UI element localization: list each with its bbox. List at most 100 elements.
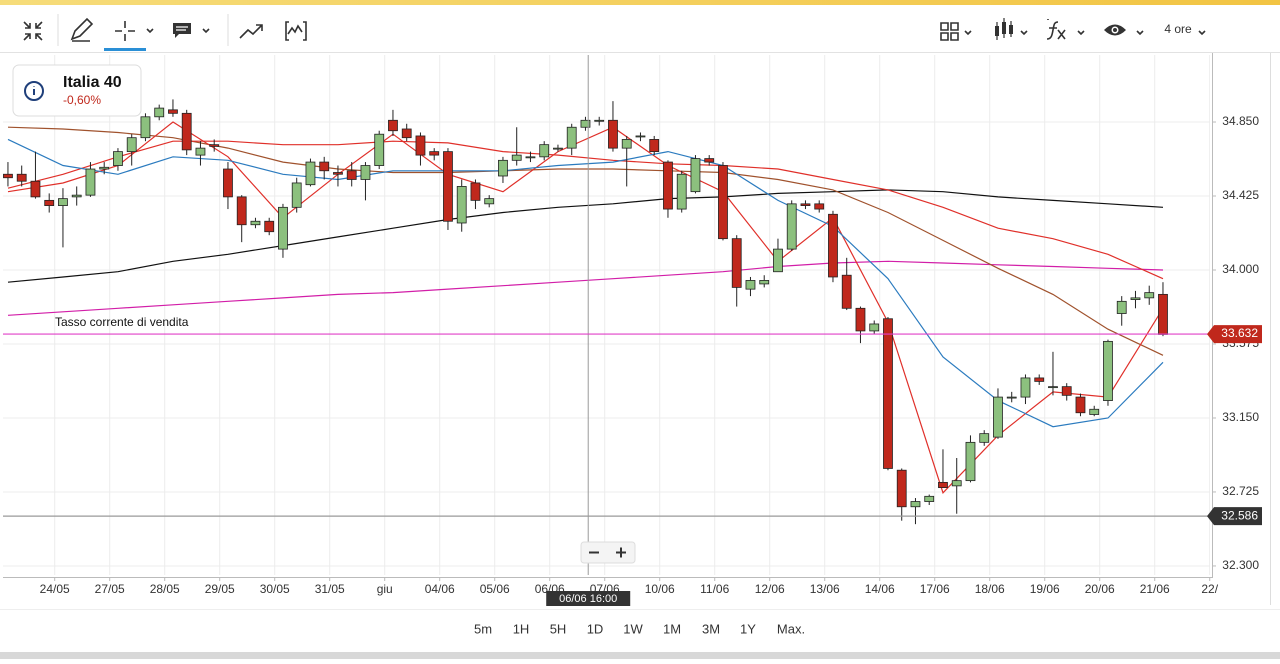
x-tick-label: giu: [377, 582, 393, 596]
candle-body: [608, 119, 618, 149]
function-button[interactable]: [1046, 19, 1085, 40]
candle-body: [594, 119, 605, 122]
candle-body: [333, 172, 343, 175]
candle-body: [1075, 396, 1086, 414]
candle-body: [773, 248, 783, 273]
candle-body: [979, 433, 990, 443]
candle-body: [553, 147, 563, 150]
candle-body: [443, 151, 453, 222]
candle-body: [291, 182, 302, 208]
crosshair-tag: [546, 591, 631, 606]
x-tick-label: 12/06: [755, 582, 785, 596]
x-tick-label: 27/05: [95, 582, 125, 596]
crosshair-tag-label: 06/06 16:00: [559, 593, 617, 605]
x-tick-label: 14/06: [865, 582, 895, 596]
candle-body: [346, 170, 357, 180]
studies-button[interactable]: [285, 21, 307, 41]
candle-body: [181, 112, 192, 151]
candle-body: [993, 396, 1003, 438]
candle-body: [415, 135, 426, 156]
candle-body: [3, 173, 13, 179]
sell-rate-tag: [1207, 325, 1262, 344]
collapse-button[interactable]: [23, 21, 43, 41]
timeframe-button[interactable]: Max.: [777, 621, 805, 636]
x-tick-label: 28/05: [150, 582, 180, 596]
timeframe-button[interactable]: 1H: [513, 621, 530, 636]
candle-body: [786, 203, 797, 250]
candle-body: [1103, 340, 1113, 401]
chart-type-button[interactable]: [995, 18, 1028, 40]
candle-body: [401, 128, 412, 139]
candle-body: [278, 206, 288, 250]
comment-button[interactable]: [173, 23, 210, 38]
y-tick-label: 34.425: [1222, 188, 1259, 202]
info-icon: [24, 81, 44, 101]
candle-body: [305, 161, 316, 186]
candle-body: [525, 156, 536, 159]
instrument-name: Italia 40: [63, 74, 122, 91]
y-tick-label: 32.725: [1222, 484, 1259, 498]
interval-label[interactable]: 4 ore: [1164, 22, 1192, 36]
zoom-controls: [580, 541, 636, 564]
candle-body: [71, 194, 82, 198]
candle-body: [938, 481, 948, 489]
candle-body: [1158, 293, 1168, 335]
candle-body: [704, 158, 715, 163]
timeframe-button[interactable]: 3M: [702, 621, 720, 636]
x-tick-label: 18/06: [975, 582, 1005, 596]
candle-body: [1034, 377, 1045, 382]
candle-body: [539, 144, 550, 158]
draw-button[interactable]: [70, 17, 94, 42]
candle-body: [388, 119, 398, 132]
timeframe-button[interactable]: 1D: [587, 621, 604, 636]
candle-body: [883, 318, 893, 469]
timeframe-button[interactable]: 5m: [474, 621, 492, 636]
x-tick-label: 30/05: [260, 582, 290, 596]
candle-body: [30, 180, 41, 198]
x-tick-label: 05/06: [480, 582, 510, 596]
reference-tag-label: 32.586: [1221, 508, 1258, 522]
candle-body: [580, 119, 591, 128]
sell-rate-label: Tasso corrente di vendita: [55, 315, 189, 329]
timeframe-button[interactable]: 5H: [550, 621, 567, 636]
candle-body: [690, 158, 701, 193]
candle-body: [456, 186, 467, 224]
candle-body: [126, 137, 137, 153]
timeframe-button[interactable]: 1W: [623, 621, 643, 636]
candle-body: [718, 165, 728, 240]
candle-body: [1020, 377, 1031, 398]
interval-select[interactable]: 4 ore: [1164, 22, 1206, 36]
candle-body: [566, 126, 577, 149]
candle-body: [910, 501, 921, 508]
candle-body: [841, 274, 852, 309]
candle-body: [896, 469, 907, 508]
layout-button[interactable]: [940, 22, 972, 41]
candle-body: [828, 213, 838, 278]
candle-body: [264, 220, 275, 233]
y-tick-label: 34.000: [1222, 262, 1259, 276]
timeframe-button[interactable]: 1Y: [740, 621, 756, 636]
timeframe-button[interactable]: 1M: [663, 621, 681, 636]
plot-area: Tasso corrente di vendita: [3, 55, 1210, 575]
indicator-button[interactable]: [239, 24, 263, 39]
instrument-card[interactable]: Italia 40 -0,60%: [12, 64, 142, 117]
visibility-button[interactable]: [1104, 24, 1144, 36]
zoom-in[interactable]: [616, 547, 626, 558]
candle-body: [429, 151, 440, 156]
candle-body: [663, 161, 673, 210]
candle-body: [800, 203, 811, 206]
candle-body: [731, 238, 742, 288]
candle-body: [1116, 300, 1127, 314]
candle-body: [319, 161, 330, 172]
candle-body: [1144, 292, 1155, 299]
candle-body: [250, 220, 261, 226]
candle-body: [1006, 396, 1017, 399]
x-tick-label: 11/06: [700, 582, 729, 596]
bottom-strip: [0, 652, 1280, 659]
instrument-change: -0,60%: [63, 93, 101, 107]
plot-clip: [3, 55, 1210, 575]
crosshair-button[interactable]: [115, 21, 154, 41]
candle-body: [113, 151, 123, 166]
candle-body: [154, 107, 165, 118]
